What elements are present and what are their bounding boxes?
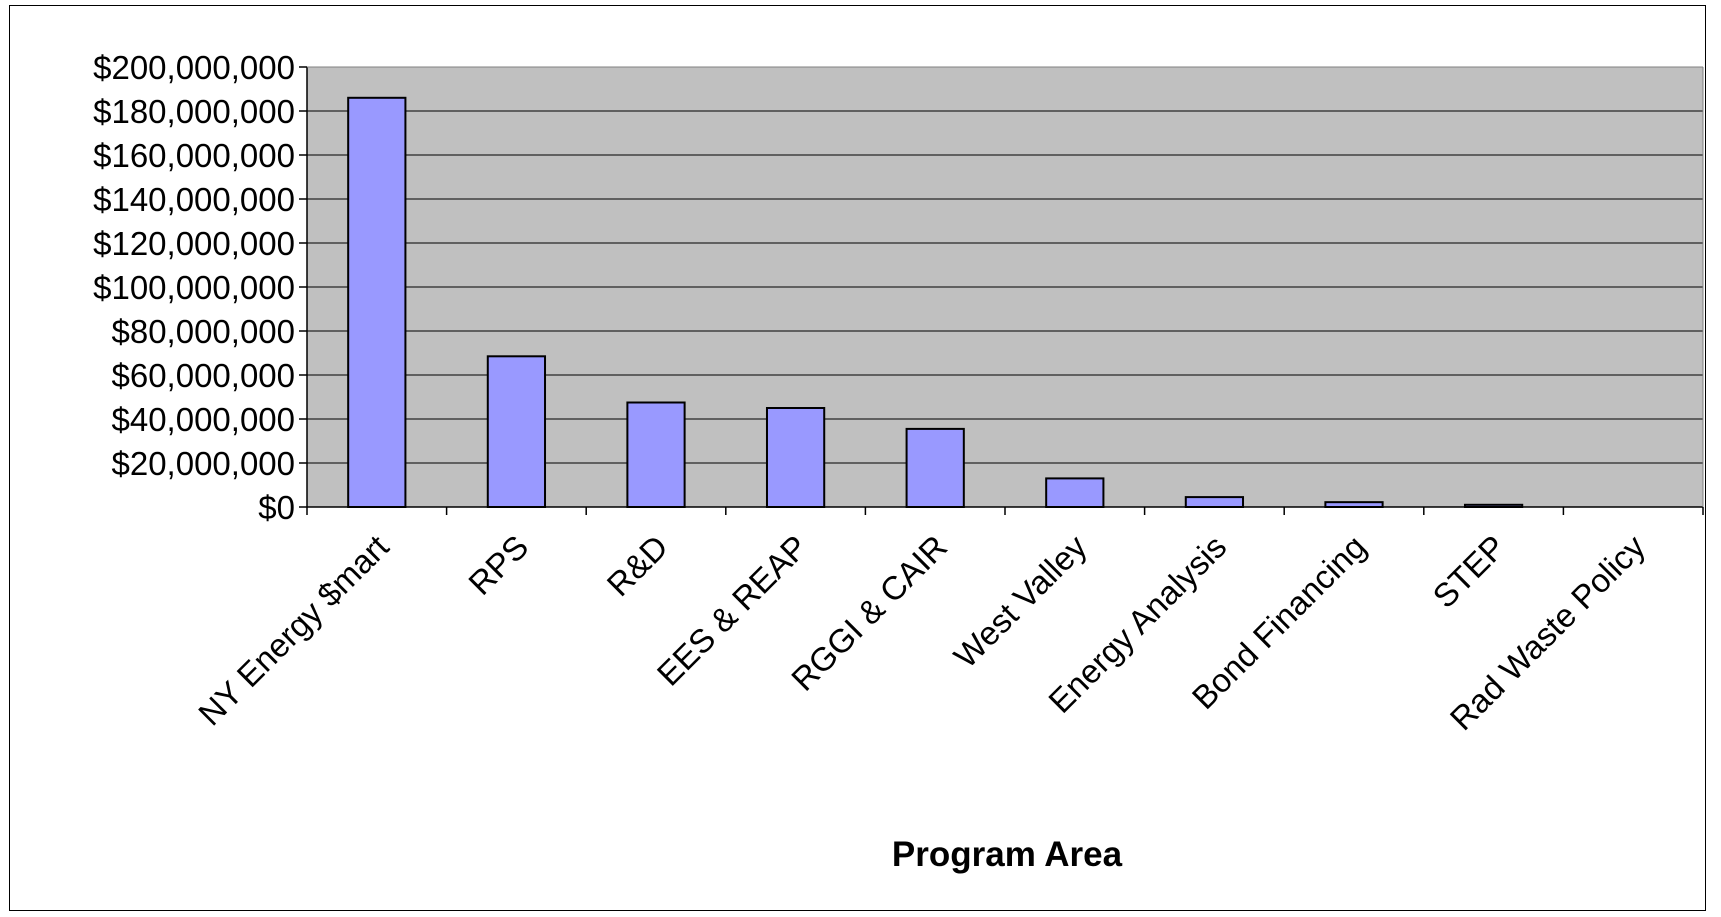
x-category-label: West Valley	[947, 527, 1095, 675]
y-tick-label: $160,000,000	[93, 137, 295, 174]
y-tick-label: $60,000,000	[111, 357, 295, 394]
bar-1	[486, 355, 547, 508]
y-tick-label: $0	[258, 489, 295, 526]
y-tick-label: $180,000,000	[93, 93, 295, 130]
bar-2	[626, 401, 686, 508]
x-category-label: R&D	[600, 528, 675, 603]
y-tick-label: $100,000,000	[93, 269, 295, 306]
axes	[299, 66, 1704, 515]
y-tick-labels: $0 $20,000,000 $40,000,000 $60,000,000 $80,0…	[93, 49, 295, 526]
y-tick-label: $40,000,000	[111, 401, 295, 438]
x-category-label: RPS	[461, 528, 535, 602]
bar-4	[905, 427, 965, 508]
x-axis-title: Program Area	[892, 835, 1123, 874]
y-tick-label: $20,000,000	[111, 445, 295, 482]
bar-3	[765, 407, 826, 508]
bars	[347, 96, 1524, 509]
bar-5	[1045, 477, 1105, 508]
y-tick-label: $200,000,000	[93, 49, 295, 86]
x-category-label: STEP	[1425, 528, 1512, 615]
y-tick-label: $80,000,000	[111, 313, 295, 350]
bar-6	[1184, 496, 1245, 509]
y-tick-label: $140,000,000	[93, 181, 295, 218]
y-tick-label: $120,000,000	[93, 225, 295, 262]
x-category-label: NY Energy $mart	[191, 528, 396, 733]
bar-0	[347, 96, 407, 509]
